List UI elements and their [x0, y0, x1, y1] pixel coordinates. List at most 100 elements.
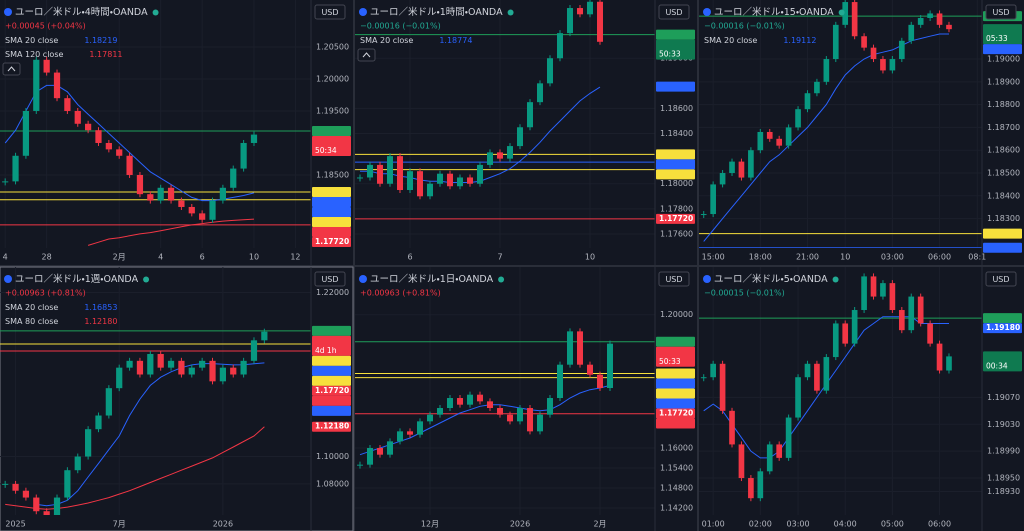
price-label-box: [312, 405, 351, 416]
candle: [477, 164, 483, 184]
price-axis-label: 1.18930: [987, 487, 1020, 496]
chart-title: ユーロ／米ドル・15・OANDA: [714, 6, 834, 18]
collapse-icon: [362, 52, 371, 58]
panel-bg: [355, 0, 697, 265]
candle: [738, 161, 745, 178]
price-change: +0.00963 (+0.81%): [5, 289, 86, 298]
price-label-box: [656, 169, 695, 180]
candle: [367, 164, 373, 178]
candle: [240, 360, 247, 375]
indicator-name: SMA 20 close: [5, 303, 58, 312]
candle: [105, 142, 112, 150]
chart-title: ユーロ／米ドル・1日・OANDA: [370, 273, 494, 285]
candle: [126, 155, 133, 175]
bar-countdown: 4d 1h: [315, 346, 337, 355]
candle: [729, 161, 735, 174]
price-axis-label: 1.18500: [987, 169, 1020, 178]
price-axis-label: 1.18600: [987, 146, 1020, 155]
time-axis-label: 18:00: [749, 253, 772, 262]
time-axis-label: 10: [249, 253, 259, 262]
candle: [126, 360, 133, 368]
candle: [748, 150, 754, 178]
candle: [105, 388, 112, 416]
candle: [898, 310, 905, 331]
price-axis-label: 1.15400: [660, 464, 693, 473]
price-axis-label: 1.18300: [987, 214, 1020, 223]
price-axis-label: 1.20000: [316, 74, 349, 83]
plot-area: [355, 267, 655, 515]
time-axis-label: 2月: [113, 253, 126, 262]
price-label-box: [983, 351, 1022, 372]
candle: [457, 177, 463, 187]
candle: [85, 123, 92, 131]
price-label-box: [312, 355, 351, 366]
candle: [397, 431, 403, 442]
price-axis-label: 1.18400: [660, 129, 693, 138]
candle: [136, 360, 144, 375]
bar-countdown: 50:33: [659, 50, 681, 59]
time-axis-label: 04:00: [834, 520, 857, 529]
indicator-legend: SMA 20 close 1.18219: [5, 36, 117, 45]
price-label-box: [983, 242, 1022, 253]
candle: [757, 131, 764, 151]
candle: [738, 444, 745, 479]
candle: [357, 464, 363, 466]
price-axis-label: 1.08000: [316, 479, 349, 488]
price-axis-label: 1.19070: [987, 393, 1020, 402]
currency-button[interactable]: [658, 271, 690, 287]
candle: [719, 173, 726, 185]
candle: [53, 72, 61, 99]
symbol-icon: [4, 8, 12, 16]
price-label-box: [656, 336, 695, 347]
collapse-button[interactable]: [2, 62, 21, 76]
collapse-button[interactable]: [357, 48, 376, 62]
candle: [776, 444, 783, 458]
currency-button[interactable]: [314, 4, 346, 20]
chart-title: ユーロ／米ドル・1時間・OANDA: [370, 6, 503, 18]
candle: [537, 83, 543, 103]
currency-button[interactable]: [314, 271, 346, 287]
candle: [785, 417, 792, 458]
price-label: 1.17720: [659, 409, 693, 418]
panel-bg: [355, 267, 697, 531]
price-label: 1.17720: [315, 386, 349, 395]
candle: [537, 414, 543, 432]
price-axis-label: 1.20500: [316, 42, 349, 51]
indicator-value: 1.18219: [84, 36, 117, 45]
candle: [832, 24, 839, 60]
price-axis-label: 1.18900: [987, 77, 1020, 86]
price-axis-label: 1.20000: [660, 310, 693, 319]
price-label-box: [312, 385, 351, 396]
candle: [33, 59, 40, 111]
chart-title: ユーロ／米ドル・4時間・OANDA: [15, 6, 148, 18]
time-axis-label: 2026: [510, 520, 530, 529]
candle: [861, 36, 867, 48]
candle: [587, 1, 593, 15]
currency-label: USD: [321, 8, 338, 17]
market-status-dot: [832, 276, 839, 283]
candle: [527, 408, 533, 432]
moving-average-line: [87, 218, 255, 246]
indicator-name: SMA 20 close: [704, 36, 757, 45]
candle: [487, 152, 493, 165]
candle: [457, 398, 463, 405]
chart-panel: 1.20000 1.16000 1.15400 1.14800 1.14200 12月 20…: [355, 267, 697, 531]
price-axis-label: 1.19500: [316, 106, 349, 115]
price-axis-label: 1.14800: [660, 484, 693, 493]
candle: [814, 81, 820, 94]
candle: [557, 33, 563, 59]
indicator-name: SMA 120 close: [5, 50, 63, 59]
candle: [167, 187, 175, 201]
market-status-dot: [498, 276, 505, 283]
chart-panel: 1.22000 1.10000 1.08000 2025 7月 2026 4d 1h 1.17…: [0, 266, 354, 531]
currency-label: USD: [992, 275, 1009, 284]
currency-label: USD: [321, 275, 338, 284]
chart-panel: 1.190001.186001.184001.180001.178001.176…: [355, 0, 697, 265]
currency-button[interactable]: [985, 271, 1017, 287]
currency-button[interactable]: [985, 4, 1017, 20]
candle: [64, 98, 71, 111]
price-label-box: [656, 213, 695, 224]
candle: [116, 367, 123, 389]
price-label-box: [656, 378, 695, 389]
currency-button[interactable]: [658, 4, 690, 20]
